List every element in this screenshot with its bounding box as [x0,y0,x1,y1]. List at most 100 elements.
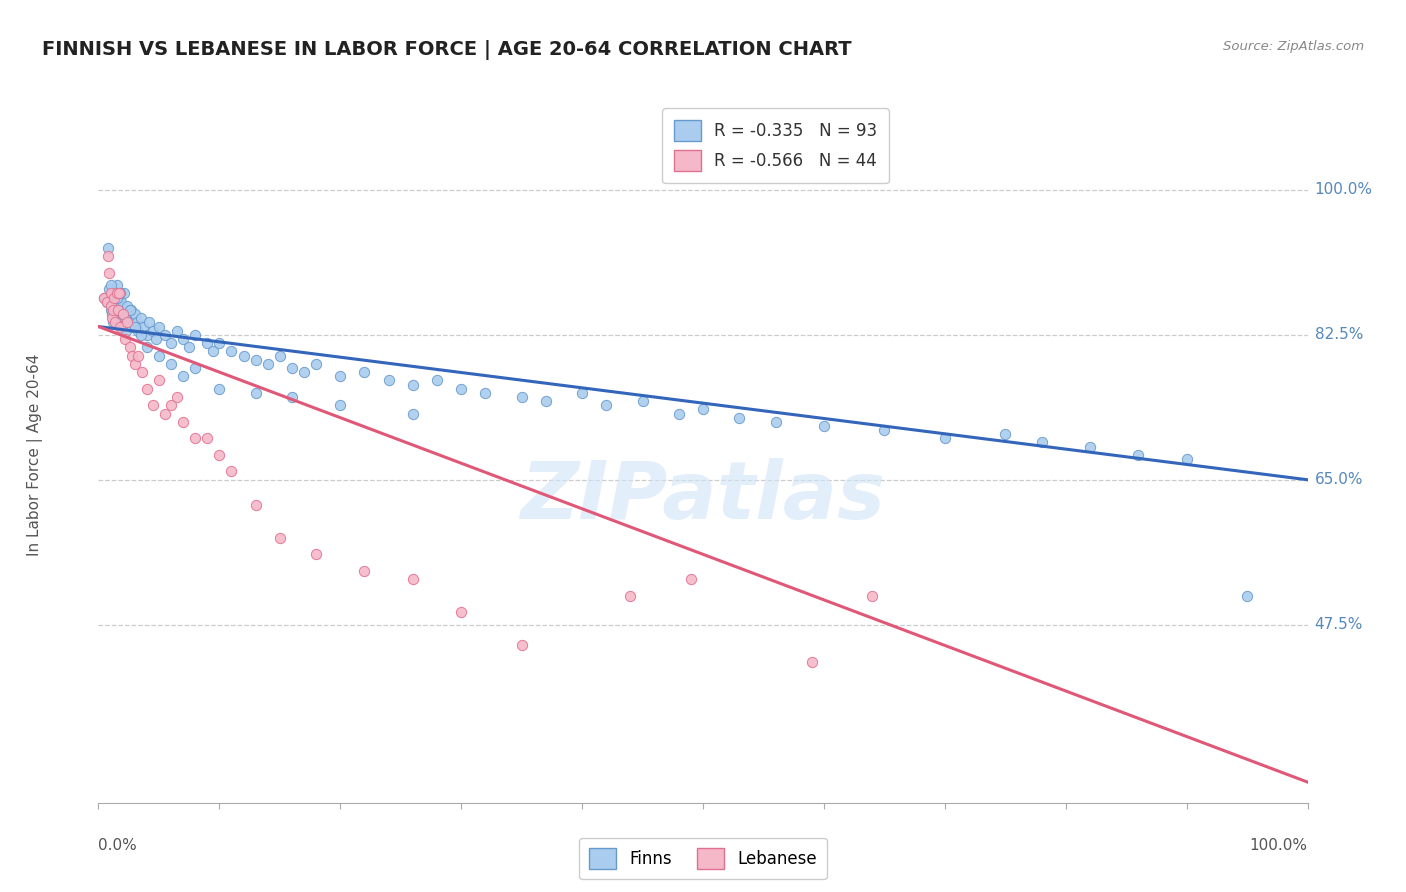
Point [135,382,157,396]
Point [1236,589,1258,603]
Point [245,385,267,400]
Point [108,303,131,318]
Point [172,415,194,429]
Point [166,324,188,338]
Point [765,415,787,429]
Point [208,382,231,396]
Point [107,303,129,318]
Point [105,278,128,293]
Point [105,311,128,326]
Point [104,299,127,313]
Point [195,336,218,351]
Point [131,365,153,379]
Point [402,377,425,392]
Point [100,278,122,293]
Text: 82.5%: 82.5% [1315,327,1362,343]
Point [93,291,115,305]
Point [148,319,170,334]
Point [111,307,134,321]
Point [118,340,141,354]
Point [172,369,194,384]
Point [114,311,136,326]
Point [510,390,533,404]
Text: 100.0%: 100.0% [1315,182,1372,197]
Point [124,357,146,371]
Point [595,398,617,412]
Point [1128,448,1150,462]
Point [129,311,152,326]
Text: Source: ZipAtlas.com: Source: ZipAtlas.com [1223,40,1364,54]
Point [208,336,231,351]
Point [619,589,641,603]
Point [108,286,131,301]
Point [104,315,127,329]
Point [256,357,278,371]
Point [100,303,122,318]
Point [377,373,399,387]
Point [184,361,207,376]
Point [269,349,291,363]
Point [534,394,557,409]
Legend: R = -0.335   N = 93, R = -0.566   N = 44: R = -0.335 N = 93, R = -0.566 N = 44 [662,109,889,183]
Point [96,294,118,309]
Point [98,282,121,296]
Point [96,294,118,309]
Point [101,315,124,329]
Point [571,385,593,400]
Point [692,402,714,417]
Point [112,286,135,301]
Point [450,382,472,396]
Point [166,390,188,404]
Point [510,639,533,653]
Point [329,398,352,412]
Point [1175,452,1198,467]
Point [292,365,315,379]
Point [160,336,183,351]
Point [127,324,149,338]
Point [148,373,170,387]
Point [245,352,267,367]
Point [108,319,131,334]
Point [117,299,139,313]
Legend: Finns, Lebanese: Finns, Lebanese [579,838,827,880]
Point [153,407,176,421]
Point [124,307,146,321]
Point [426,373,449,387]
Text: 65.0%: 65.0% [1315,472,1362,487]
Point [153,327,176,342]
Point [142,324,165,338]
Point [138,315,160,329]
Point [994,427,1017,442]
Text: 100.0%: 100.0% [1250,838,1308,854]
Text: 0.0%: 0.0% [98,838,138,854]
Point [111,307,134,321]
Point [120,303,142,318]
Point [1078,440,1101,454]
Point [121,349,143,363]
Point [101,294,124,309]
Point [124,319,146,334]
Point [110,294,132,309]
Point [305,357,328,371]
Point [105,291,128,305]
Point [135,340,157,354]
Point [108,315,131,329]
Text: FINNISH VS LEBANESE IN LABOR FORCE | AGE 20-64 CORRELATION CHART: FINNISH VS LEBANESE IN LABOR FORCE | AGE… [42,40,852,60]
Point [100,311,122,326]
Point [208,448,231,462]
Point [177,340,201,354]
Text: ZIPatlas: ZIPatlas [520,458,886,536]
Point [1031,435,1053,450]
Point [728,410,751,425]
Point [353,564,375,578]
Point [127,349,149,363]
Point [98,266,121,280]
Point [305,547,328,561]
Point [329,369,352,384]
Point [129,327,152,342]
Point [103,286,125,301]
Point [813,419,835,434]
Point [103,291,125,305]
Point [474,385,496,400]
Point [860,589,883,603]
